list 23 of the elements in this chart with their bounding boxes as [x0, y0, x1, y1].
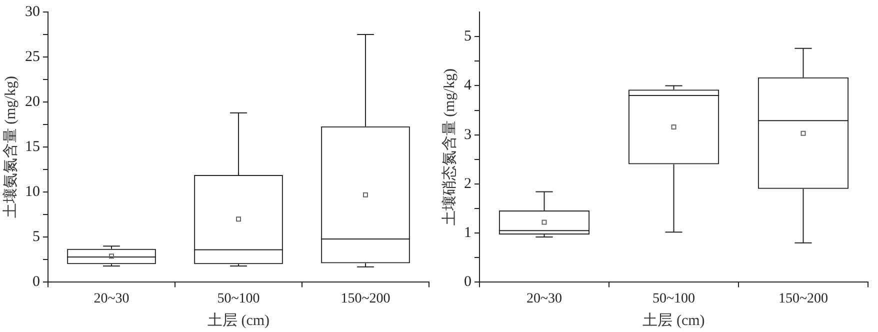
y-tick-label: 0 [32, 274, 40, 290]
y-tick-label: 3 [464, 126, 472, 143]
y-tick-label: 0 [464, 274, 472, 290]
y-tick-label: 15 [25, 139, 40, 156]
x-axis-title: 土层 (cm) [207, 312, 270, 329]
x-axis-title: 土层 (cm) [642, 312, 705, 329]
x-tick-label: 50~100 [217, 291, 260, 306]
x-tick-label: 50~100 [652, 291, 696, 306]
y-tick-label: 4 [464, 78, 472, 94]
y-tick-label: 20 [25, 94, 40, 110]
y-tick-label: 30 [25, 4, 40, 20]
x-tick-label: 150~200 [340, 291, 390, 306]
y-axis-title: 土壤氨氮含量 (mg/kg) [2, 76, 19, 218]
x-tick-label: 20~30 [526, 291, 562, 306]
y-tick-label: 5 [32, 229, 40, 246]
y-tick-label: 5 [464, 28, 472, 44]
y-tick-label: 2 [464, 176, 472, 192]
y-axis-title: 土壤硝态氮含量 (mg/kg) [440, 68, 458, 226]
y-tick-label: 25 [25, 48, 40, 65]
y-tick-label: 1 [464, 225, 472, 242]
x-tick-label: 150~200 [778, 291, 828, 306]
x-tick-label: 20~30 [94, 291, 130, 306]
y-tick-label: 10 [25, 184, 40, 200]
